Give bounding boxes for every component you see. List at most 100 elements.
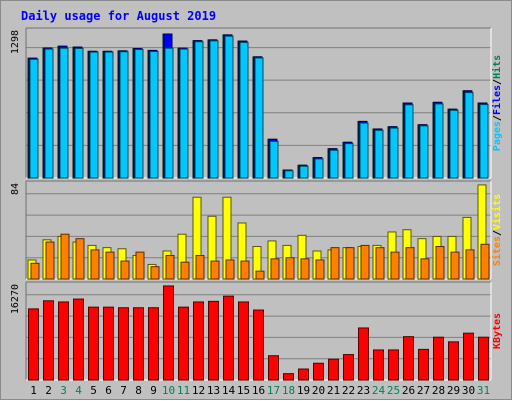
- sites-bar: [450, 251, 460, 280]
- x-tick-label: 26: [402, 384, 415, 397]
- x-tick-label: 31: [477, 384, 490, 397]
- pages-bar: [209, 40, 219, 179]
- kbytes-bar: [403, 336, 414, 381]
- panel-0-series-label-part: Hits: [491, 55, 503, 79]
- sites-bar: [120, 260, 130, 280]
- panel-0-max-label: 1298: [10, 30, 21, 54]
- kbytes-bar: [298, 368, 309, 381]
- x-tick-label: 30: [462, 384, 475, 397]
- kbytes-bar: [313, 362, 324, 381]
- panel-2-max-label: 16270: [10, 284, 21, 314]
- sites-bar: [360, 244, 370, 280]
- pages-bar: [419, 125, 429, 179]
- panel-2-series-label: KBytes: [492, 313, 503, 349]
- kbytes-bar: [238, 301, 249, 381]
- sites-bar: [180, 261, 190, 280]
- x-tick-label: 23: [357, 384, 370, 397]
- x-tick-label: 1: [30, 384, 37, 397]
- panel-0-series-label-part: Pages: [492, 121, 503, 151]
- x-tick-label: 14: [222, 384, 236, 397]
- pages-bar: [299, 165, 309, 179]
- sites-bar: [330, 247, 340, 280]
- sites-bar: [165, 254, 175, 280]
- pages-bar: [119, 51, 129, 179]
- x-tick-label: 10: [162, 384, 175, 397]
- kbytes-bar: [28, 308, 39, 381]
- kbytes-bar: [373, 349, 384, 381]
- chart-title: Daily usage for August 2019: [21, 9, 216, 23]
- pages-bar: [464, 92, 474, 179]
- pages-bar: [59, 47, 69, 179]
- x-tick-label: 16: [252, 384, 265, 397]
- x-tick-label: 20: [312, 384, 325, 397]
- x-tick-label: 11: [177, 384, 190, 397]
- kbytes-bar: [388, 349, 399, 381]
- pages-bar: [74, 47, 84, 179]
- x-tick-label: 25: [387, 384, 400, 397]
- sites-bar: [300, 258, 310, 280]
- kbytes-bar: [178, 306, 189, 381]
- pages-bar: [104, 51, 114, 179]
- sites-bar: [375, 247, 385, 280]
- pages-bar: [179, 48, 189, 179]
- kbytes-bar: [88, 306, 99, 381]
- x-tick-label: 6: [105, 384, 112, 397]
- sites-bar: [150, 266, 160, 280]
- pages-bar: [449, 109, 459, 179]
- sites-bar: [30, 262, 40, 280]
- x-tick-label: 12: [192, 384, 205, 397]
- panel-0-series-label-part: Files: [491, 85, 503, 115]
- kbytes-bar: [343, 354, 354, 381]
- sites-bar: [240, 260, 250, 280]
- kbytes-bar: [133, 307, 144, 381]
- kbytes-bar: [208, 300, 219, 381]
- kbytes-bar: [118, 307, 129, 381]
- x-tick-label: 9: [150, 384, 157, 397]
- pages-bar: [149, 51, 159, 179]
- panel-0-series-label: Pages/Files/Hits: [491, 55, 503, 151]
- pages-bar: [404, 104, 414, 179]
- sites-bar: [45, 241, 55, 280]
- sites-bar: [435, 246, 445, 280]
- pages-bar: [314, 158, 324, 179]
- sites-bar: [135, 251, 145, 280]
- x-tick-label: 29: [447, 384, 460, 397]
- x-tick-label: 13: [207, 384, 220, 397]
- sites-bar: [390, 251, 400, 280]
- kbytes-bar: [328, 358, 339, 381]
- sites-bar: [345, 247, 355, 280]
- sites-bar: [105, 251, 115, 280]
- pages-bar: [269, 140, 279, 179]
- x-tick-label: 19: [297, 384, 310, 397]
- pages-bar: [254, 57, 264, 179]
- sites-bar: [225, 259, 235, 280]
- panel-0-series-label-part: /: [492, 115, 503, 121]
- sites-bar: [90, 249, 100, 280]
- kbytes-bar: [58, 301, 69, 381]
- kbytes-bar: [478, 336, 489, 381]
- pages-bar: [344, 143, 354, 179]
- x-tick-label: 21: [327, 384, 340, 397]
- kbytes-bar: [463, 332, 474, 381]
- pages-bar: [359, 122, 369, 179]
- sites-bar: [285, 257, 295, 280]
- kbytes-bar: [283, 373, 294, 381]
- pages-bar: [224, 35, 234, 179]
- sites-bar: [465, 249, 475, 280]
- pages-bar: [29, 58, 39, 179]
- sites-bar: [210, 260, 220, 280]
- panel-1-series-label-part: Visits: [491, 194, 503, 230]
- x-tick-label: 28: [432, 384, 445, 397]
- kbytes-bar: [148, 307, 159, 381]
- kbytes-bar: [223, 295, 234, 381]
- panel-2-series-label-part: KBytes: [492, 313, 503, 349]
- pages-bar: [239, 41, 249, 179]
- kbytes-bar: [433, 336, 444, 381]
- x-tick-label: 17: [267, 384, 280, 397]
- sites-bar: [270, 258, 280, 280]
- sites-bar: [480, 243, 490, 280]
- panel-1-series-label: Sites/Visits: [491, 194, 503, 266]
- sites-bar: [195, 254, 205, 280]
- x-tick-label: 7: [120, 384, 127, 397]
